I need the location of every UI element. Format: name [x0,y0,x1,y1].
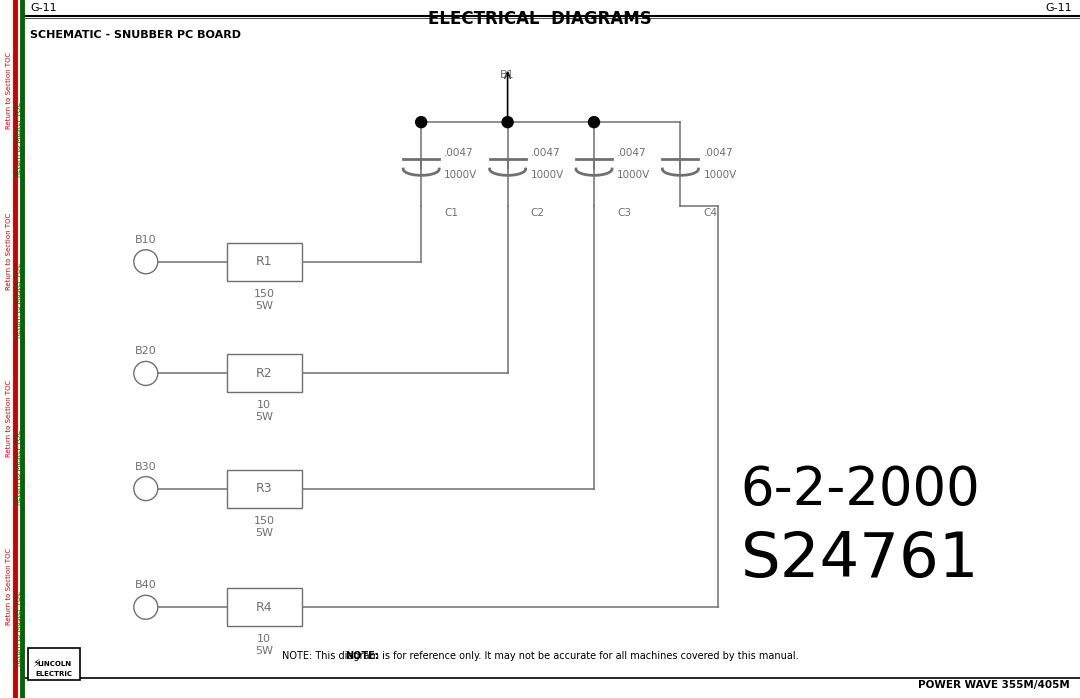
Text: 5W: 5W [255,528,273,537]
Text: 5W: 5W [255,413,273,422]
Text: Return to Master TOC: Return to Master TOC [16,262,22,338]
Text: Return to Master TOC: Return to Master TOC [16,102,22,177]
FancyBboxPatch shape [227,470,301,507]
Text: .0047: .0047 [530,148,561,158]
Circle shape [134,250,158,274]
Text: 5W: 5W [255,646,273,656]
FancyBboxPatch shape [28,648,80,680]
Text: ⚡: ⚡ [32,659,40,669]
Text: 1000V: 1000V [444,170,477,180]
Text: Return to Section TOC: Return to Section TOC [6,213,12,290]
Text: Return to Master TOC: Return to Master TOC [16,430,22,505]
Text: C1: C1 [444,208,458,218]
Text: ELECTRICAL  DIAGRAMS: ELECTRICAL DIAGRAMS [428,10,652,28]
Text: B20: B20 [135,346,157,357]
Circle shape [134,595,158,619]
Text: B10: B10 [135,235,157,245]
Text: 1000V: 1000V [617,170,650,180]
Text: B30: B30 [135,461,157,472]
Text: 5W: 5W [255,301,273,311]
Text: 150: 150 [254,516,274,526]
Text: B40: B40 [135,580,157,591]
Text: Return to Section TOC: Return to Section TOC [6,380,12,457]
Text: C3: C3 [617,208,631,218]
FancyBboxPatch shape [227,588,301,626]
Text: Return to Section TOC: Return to Section TOC [6,52,12,129]
Text: .0047: .0047 [617,148,647,158]
Text: R1: R1 [256,255,272,268]
Text: NOTE:: NOTE: [345,651,379,661]
FancyBboxPatch shape [227,355,301,392]
Text: NOTE: This diagram is for reference only. It may not be accurate for all machine: NOTE: This diagram is for reference only… [282,651,798,661]
Text: 1000V: 1000V [530,170,564,180]
Text: G-11: G-11 [1045,3,1072,13]
Text: B1: B1 [500,70,515,80]
FancyBboxPatch shape [227,243,301,281]
Text: R2: R2 [256,367,272,380]
Text: Return to Section TOC: Return to Section TOC [6,548,12,625]
Circle shape [589,117,599,128]
Circle shape [134,362,158,385]
Text: .0047: .0047 [703,148,733,158]
Text: .0047: .0047 [444,148,474,158]
Text: ELECTRIC: ELECTRIC [36,671,72,677]
Text: 10: 10 [257,401,271,410]
Text: R3: R3 [256,482,272,495]
Text: Return to Master TOC: Return to Master TOC [16,591,22,666]
Text: R4: R4 [256,601,272,614]
Text: S24761: S24761 [741,530,980,590]
Text: 150: 150 [254,289,274,299]
Text: 6-2-2000: 6-2-2000 [740,464,980,516]
Text: LINCOLN: LINCOLN [37,661,71,667]
Text: C4: C4 [703,208,717,218]
Text: C2: C2 [530,208,544,218]
Text: SCHEMATIC - SNUBBER PC BOARD: SCHEMATIC - SNUBBER PC BOARD [30,30,241,40]
Text: G-11: G-11 [30,3,56,13]
Circle shape [134,477,158,500]
Circle shape [502,117,513,128]
Text: POWER WAVE 355M/405M: POWER WAVE 355M/405M [918,680,1070,690]
Text: 1000V: 1000V [703,170,737,180]
Circle shape [416,117,427,128]
Text: 10: 10 [257,634,271,644]
